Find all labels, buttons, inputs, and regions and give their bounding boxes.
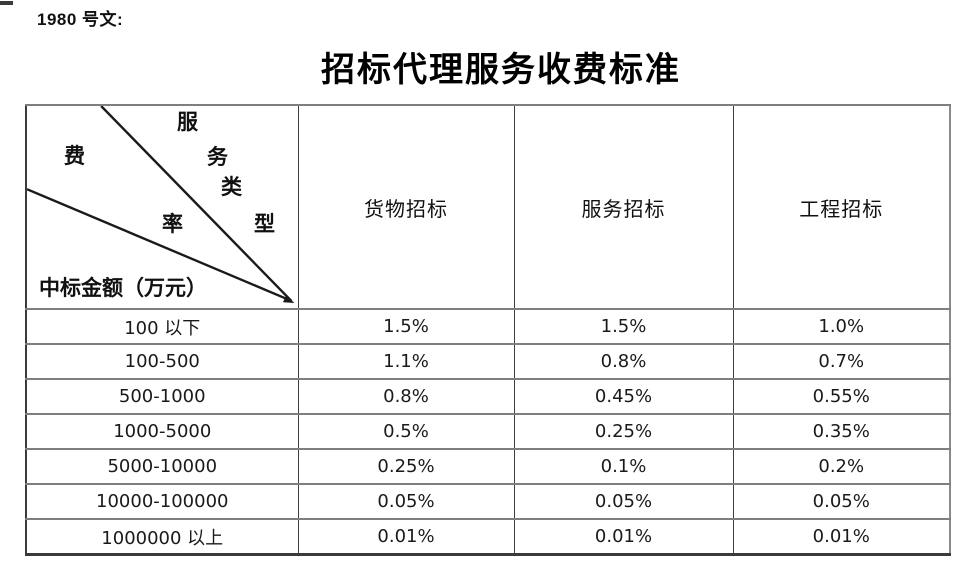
corner-fee-rate-char: 费 (64, 144, 85, 168)
corner-header-cell: 服 务 类 型 费 率 中标金额（万元） (25, 104, 299, 310)
fee-standard-table: 服 务 类 型 费 率 中标金额（万元） 货物招标 服务招标 工程招标 100 … (25, 104, 951, 556)
table-row: 5000-10000 0.25% 0.1% 0.2% (25, 448, 951, 485)
table-row: 100 以下 1.5% 1.5% 1.0% (25, 308, 951, 345)
fee-cell: 1.5% (297, 308, 515, 345)
corner-service-type-char: 务 (207, 145, 228, 169)
corner-fee-rate-char: 率 (162, 212, 183, 236)
fee-cell: 0.05% (732, 483, 951, 520)
column-header-service-bidding: 服务招标 (513, 104, 734, 310)
fee-cell: 0.8% (297, 378, 515, 415)
fee-cell: 0.01% (297, 518, 515, 556)
doc-number: 1980 号文: (37, 10, 124, 29)
row-label: 100-500 (25, 343, 299, 380)
corner-service-type-char: 服 (177, 110, 198, 134)
row-label: 100 以下 (25, 308, 299, 345)
fee-cell: 0.01% (513, 518, 734, 556)
table-row: 500-1000 0.8% 0.45% 0.55% (25, 378, 951, 415)
page-title: 招标代理服务收费标准 (321, 52, 681, 89)
fee-cell: 1.0% (732, 308, 951, 345)
table-row: 10000-100000 0.05% 0.05% 0.05% (25, 483, 951, 520)
screen-edge-artifact (0, 1, 13, 5)
table-row: 1000000 以上 0.01% 0.01% 0.01% (25, 518, 951, 556)
fee-cell: 1.1% (297, 343, 515, 380)
corner-service-type-char: 型 (254, 212, 275, 236)
fee-cell: 0.55% (732, 378, 951, 415)
fee-cell: 0.7% (732, 343, 951, 380)
fee-cell: 0.45% (513, 378, 734, 415)
row-label: 5000-10000 (25, 448, 299, 485)
column-header-engineering-bidding: 工程招标 (732, 104, 951, 310)
column-header-goods-bidding: 货物招标 (297, 104, 515, 310)
fee-cell: 0.01% (732, 518, 951, 556)
fee-cell: 1.5% (513, 308, 734, 345)
fee-cell: 0.2% (732, 448, 951, 485)
header-row: 服 务 类 型 费 率 中标金额（万元） 货物招标 服务招标 工程招标 (25, 104, 951, 310)
row-label: 1000-5000 (25, 413, 299, 450)
fee-cell: 0.1% (513, 448, 734, 485)
row-label: 1000000 以上 (25, 518, 299, 556)
fee-cell: 0.5% (297, 413, 515, 450)
fee-cell: 0.05% (513, 483, 734, 520)
fee-cell: 0.8% (513, 343, 734, 380)
fee-cell: 0.25% (297, 448, 515, 485)
row-label: 500-1000 (25, 378, 299, 415)
corner-amount-label: 中标金额（万元） (39, 276, 207, 300)
table-row: 1000-5000 0.5% 0.25% 0.35% (25, 413, 951, 450)
fee-cell: 0.35% (732, 413, 951, 450)
table-row: 100-500 1.1% 0.8% 0.7% (25, 343, 951, 380)
arrowhead-icon (282, 295, 295, 304)
corner-service-type-char: 类 (221, 175, 242, 199)
diagonal-divider-lines (27, 106, 295, 304)
fee-cell: 0.05% (297, 483, 515, 520)
row-label: 10000-100000 (25, 483, 299, 520)
fee-cell: 0.25% (513, 413, 734, 450)
